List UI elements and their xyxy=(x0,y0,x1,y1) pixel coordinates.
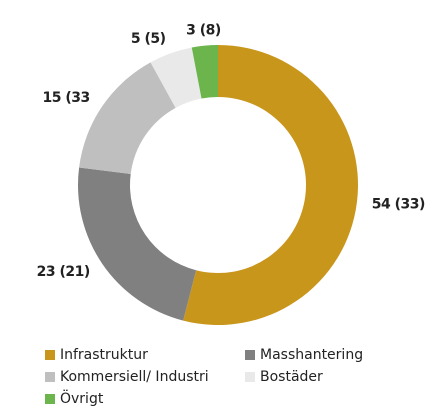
legend-label: Bostäder xyxy=(260,369,323,385)
donut-slice xyxy=(150,47,202,108)
legend-swatch xyxy=(45,350,55,360)
value-label: 5 (5) xyxy=(131,31,166,47)
legend-swatch xyxy=(245,372,255,382)
legend-label: Övrigt xyxy=(60,389,104,407)
legend-swatch xyxy=(245,350,255,360)
legend-label: Masshantering xyxy=(260,347,363,363)
value-label: 15 (33 xyxy=(43,90,90,106)
donut-slice xyxy=(191,45,218,99)
value-label: 54 (33) xyxy=(372,196,425,212)
donut-slice xyxy=(183,45,358,326)
value-label: 3 (8) xyxy=(186,23,221,39)
legend-swatch xyxy=(45,372,55,382)
legend-swatch xyxy=(45,394,55,404)
value-label: 23 (21) xyxy=(37,264,90,280)
legend-label: Infrastruktur xyxy=(60,347,148,363)
donut-slice xyxy=(79,62,176,174)
legend-label: Kommersiell/ Industri xyxy=(60,369,209,385)
donut-slice xyxy=(78,167,197,321)
